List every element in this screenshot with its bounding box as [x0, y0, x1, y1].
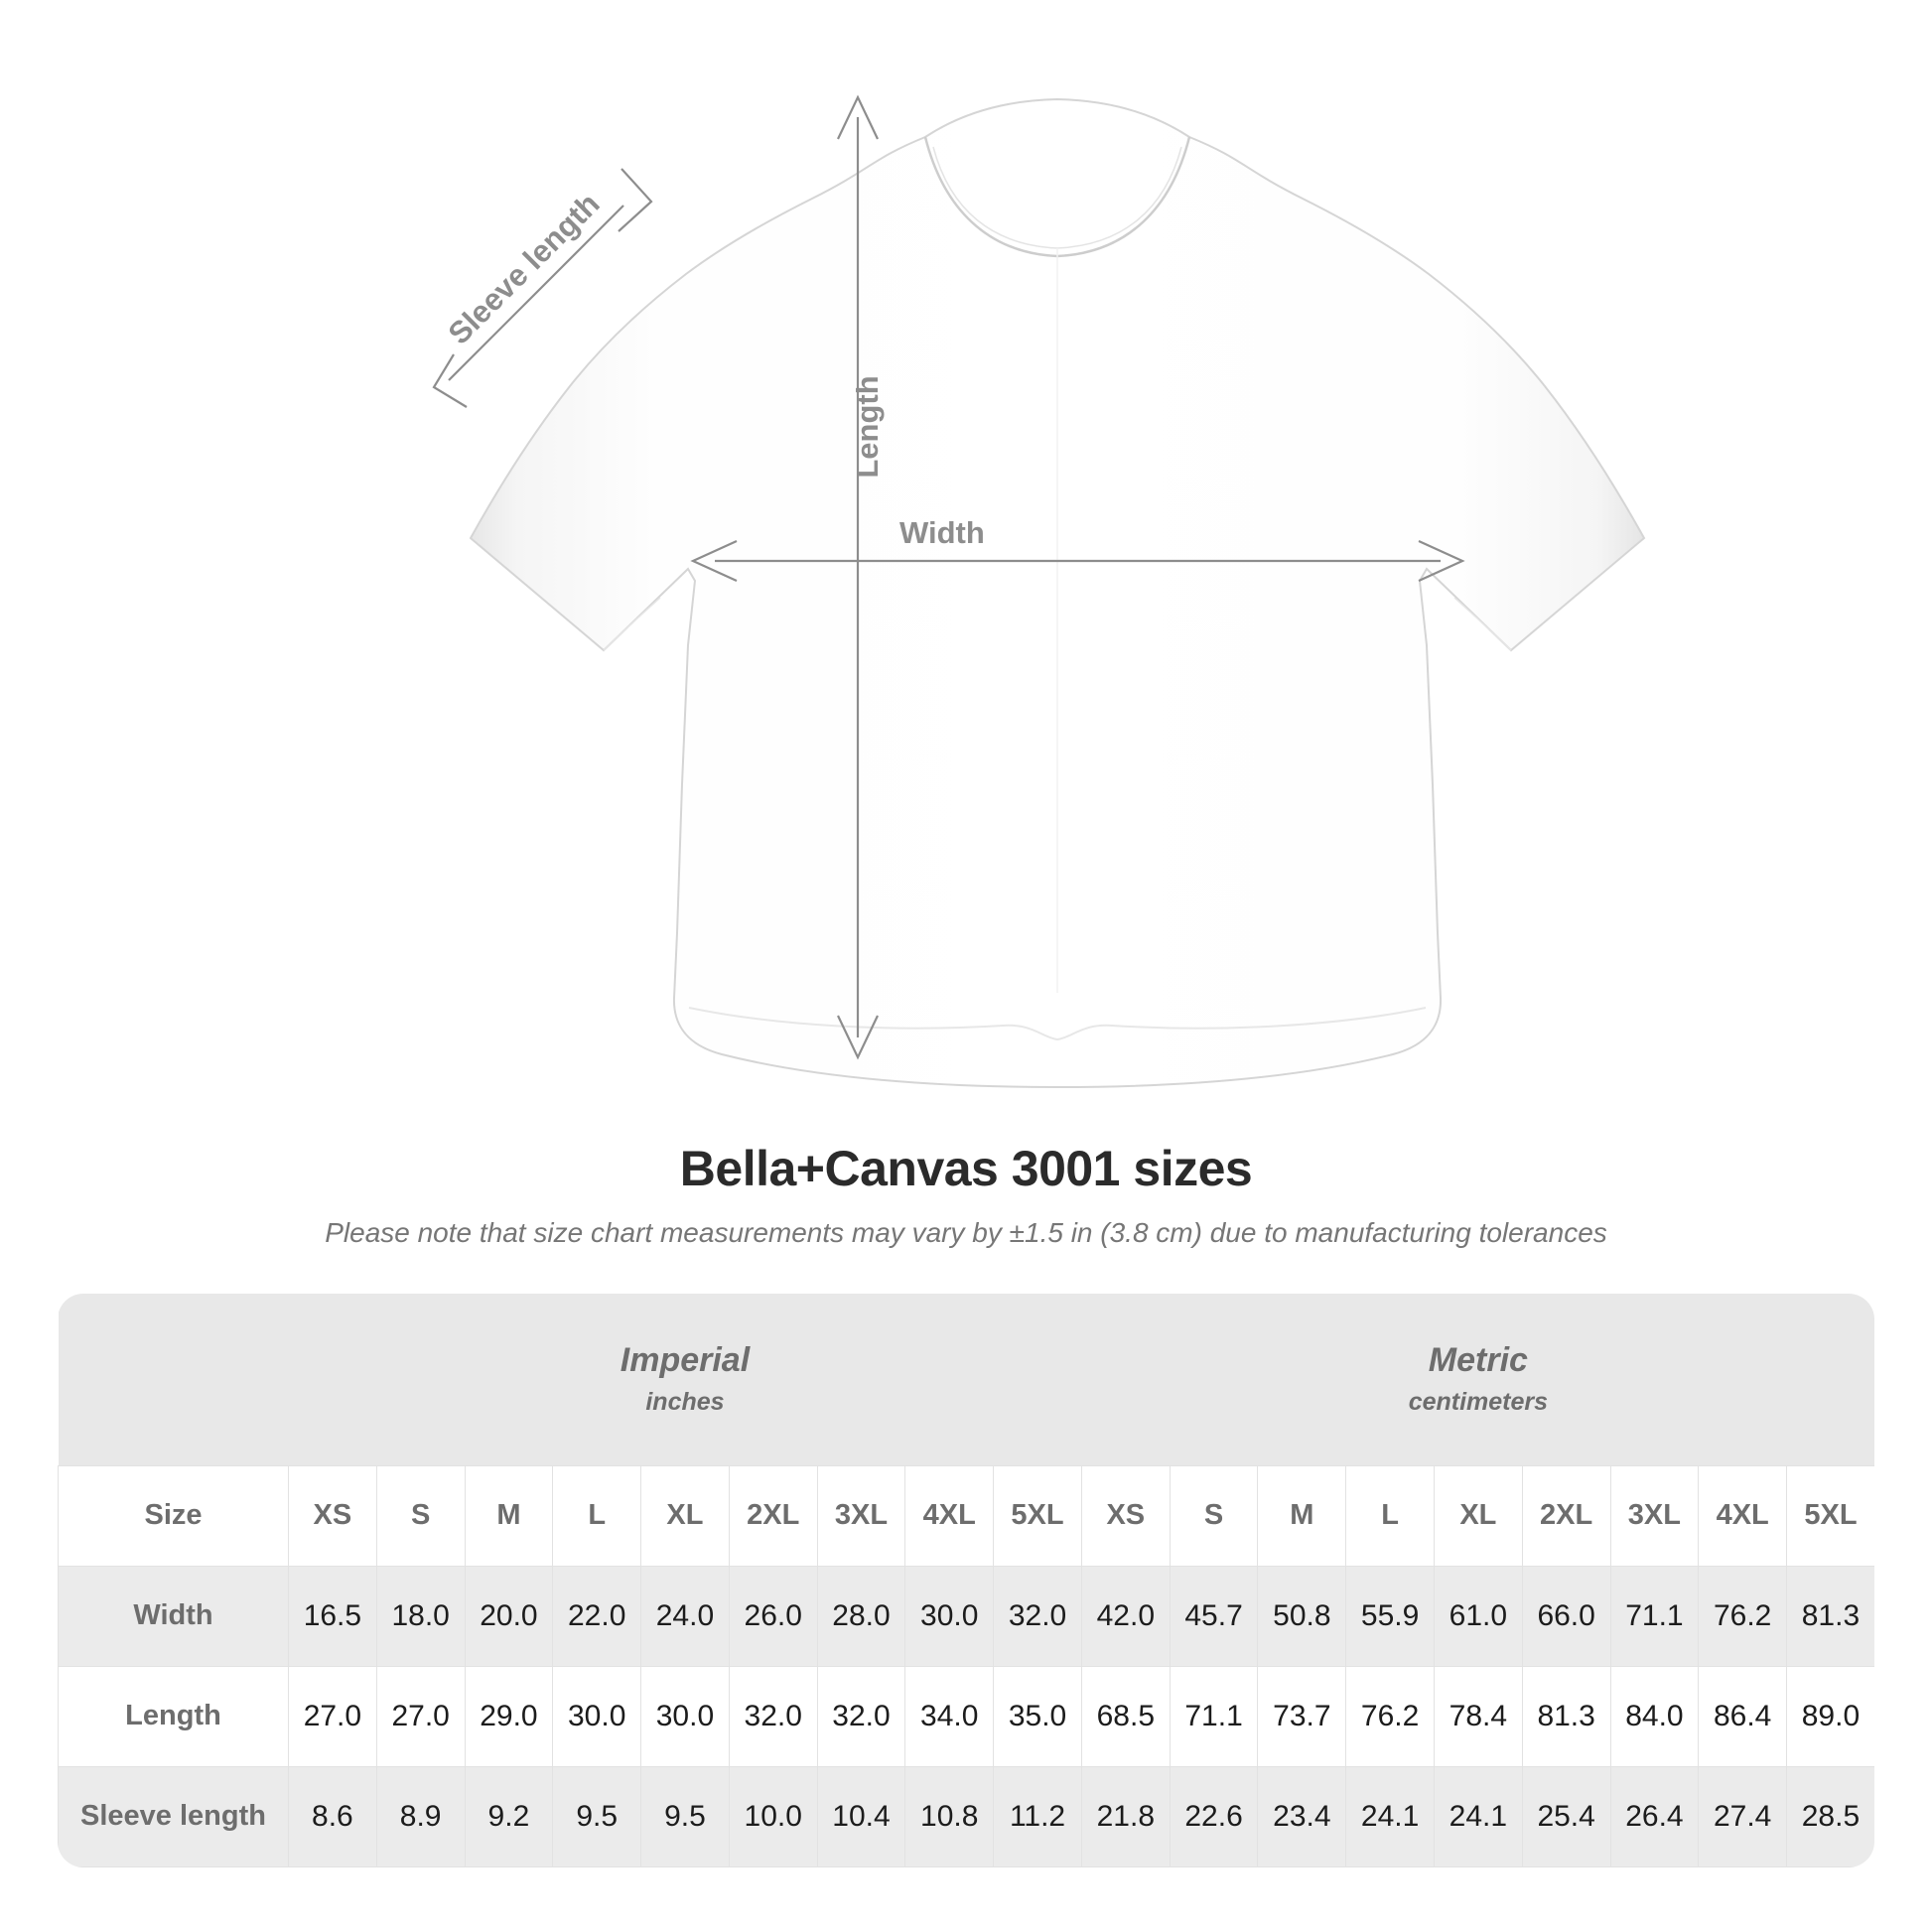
svg-text:Width: Width — [899, 515, 985, 550]
svg-text:Length: Length — [850, 375, 885, 478]
svg-text:Sleeve length: Sleeve length — [442, 187, 607, 351]
